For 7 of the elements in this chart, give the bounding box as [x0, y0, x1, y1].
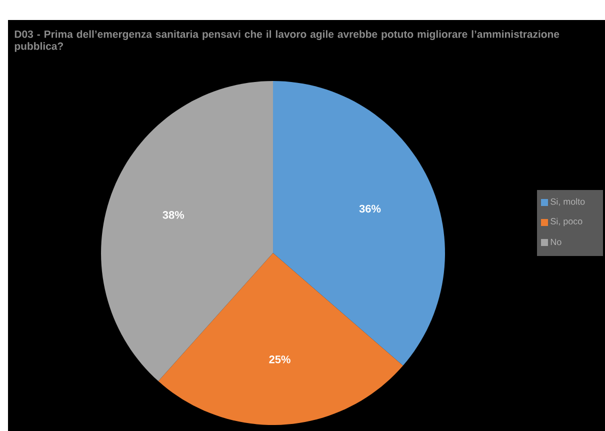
legend-label: Si, molto — [550, 198, 585, 206]
data-label: 25% — [269, 356, 290, 364]
legend-label: Si, poco — [550, 218, 582, 226]
legend-label: No — [550, 238, 562, 246]
chart-title: D03 - Prima dell’emergenza sanitaria pensavi che il lavoro agile avrebbe potuto migliorare l’amministrazione pubblica? — [14, 30, 560, 52]
data-label: 38% — [162, 211, 184, 219]
data-label: 36% — [359, 204, 381, 213]
